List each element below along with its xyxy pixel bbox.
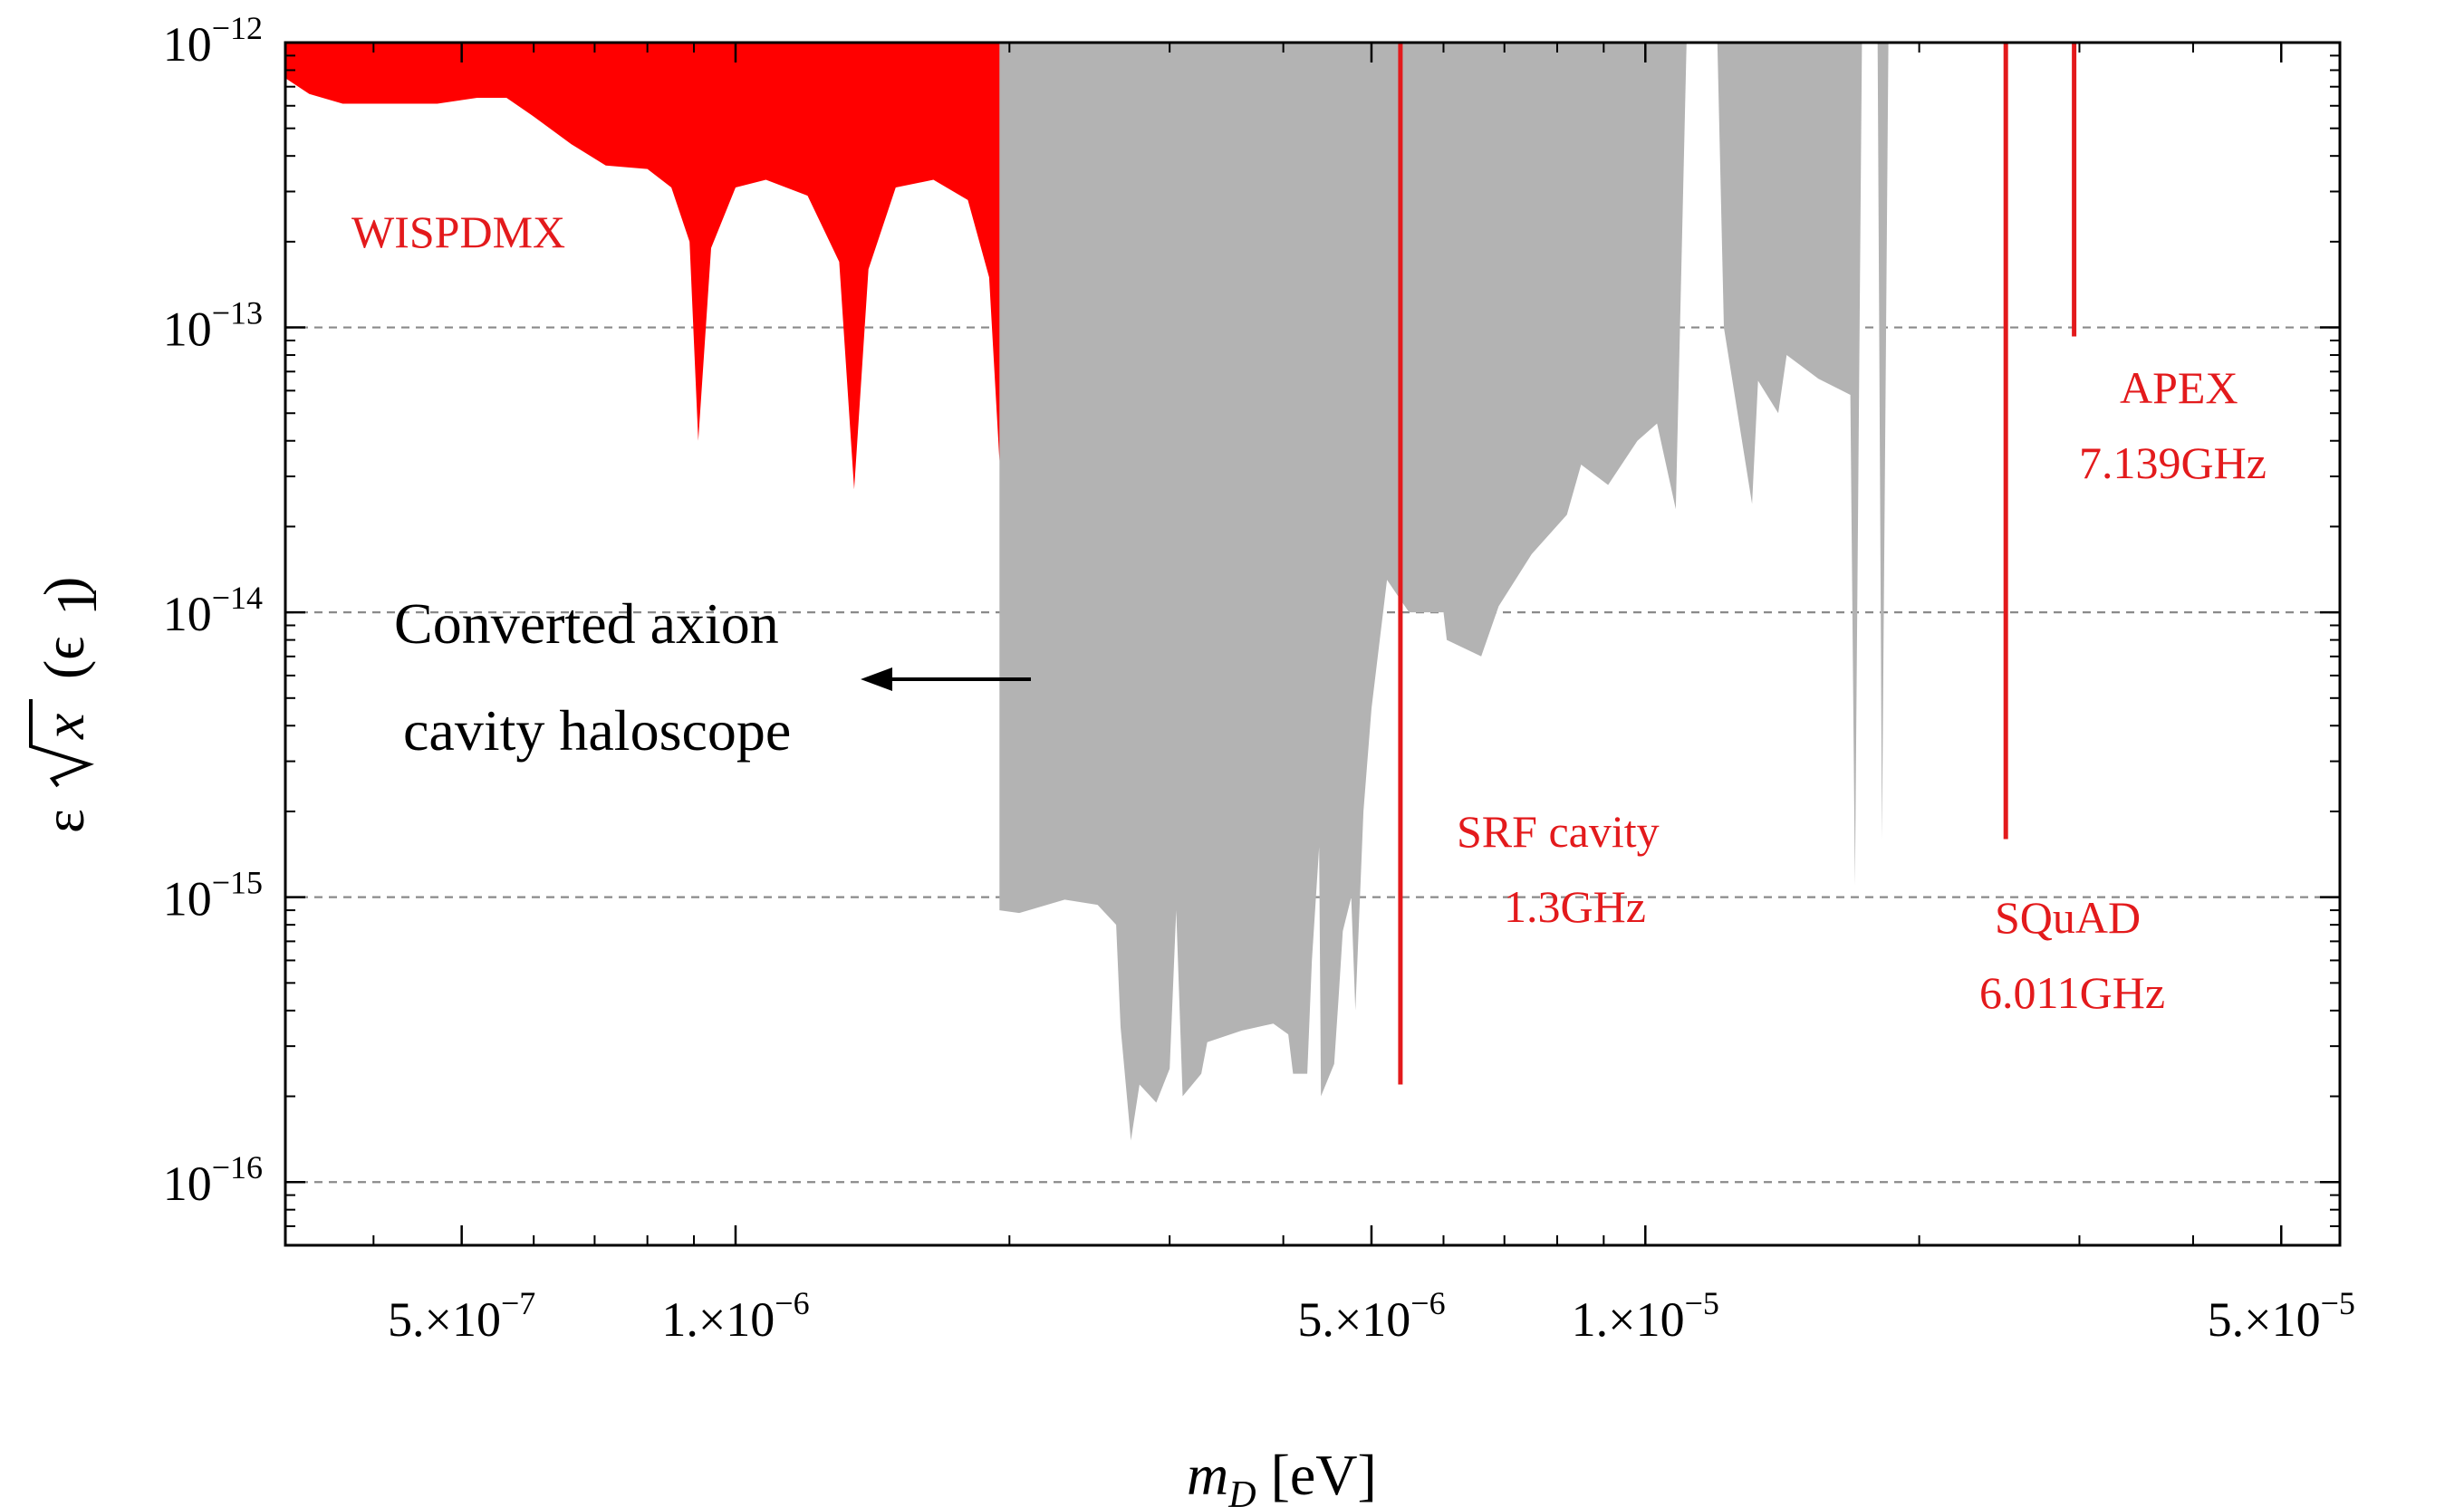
y-tick-label-2: 10−14 <box>163 580 263 641</box>
y-tick-labels: 10−12 10−13 10−14 10−15 10−16 <box>163 10 263 1211</box>
y-tick-label-0: 10−12 <box>163 10 263 72</box>
svg-text:1: 1 <box>44 587 109 616</box>
squad-label-line2: 6.011GHz <box>1979 967 2165 1018</box>
x-tick-label-0: 5.×10−7 <box>388 1285 535 1347</box>
svg-text:ε: ε <box>32 809 96 833</box>
x-tick-label-1: 1.×10−6 <box>661 1285 809 1347</box>
x-axis-label: mD [eV] <box>1187 1443 1377 1507</box>
apex-label-line2: 7.139GHz <box>2079 437 2267 488</box>
x-tick-label-3: 1.×10−5 <box>1572 1285 1719 1347</box>
srf-label-line2: 1.3GHz <box>1504 881 1646 932</box>
haloscope-arrow <box>861 667 1031 691</box>
x-tick-labels: 5.×10−7 1.×10−6 5.×10−6 1.×10−5 5.×10−5 <box>388 1285 2355 1347</box>
haloscope-label-line1: Converted axion <box>394 591 779 656</box>
x-tick-label-4: 5.×10−5 <box>2208 1285 2355 1347</box>
svg-text:(ϵ: (ϵ <box>32 637 96 679</box>
wispdmx-exclusion-region <box>285 43 1033 490</box>
grid-lines <box>285 326 2340 1184</box>
svg-text:x: x <box>32 714 96 740</box>
wispdmx-label: WISPDMX <box>351 206 565 257</box>
y-axis-label: ε x (ϵ 1 ) <box>29 577 109 833</box>
y-tick-label-1: 10−13 <box>163 295 263 357</box>
y-tick-label-3: 10−15 <box>163 865 263 926</box>
haloscope-exclusion-region <box>999 43 1889 1141</box>
y-tick-label-4: 10−16 <box>163 1149 263 1211</box>
svg-text:): ) <box>32 577 96 596</box>
plot-frame <box>284 41 2342 1247</box>
x-tick-label-2: 5.×10−6 <box>1297 1285 1445 1347</box>
haloscope-label-line2: cavity haloscope <box>403 698 791 763</box>
apex-label-line1: APEX <box>2120 362 2238 413</box>
srf-label-line1: SRF cavity <box>1457 806 1660 857</box>
squad-label-line1: SQuAD <box>1995 892 2141 943</box>
axis-ticks <box>285 41 2340 1246</box>
